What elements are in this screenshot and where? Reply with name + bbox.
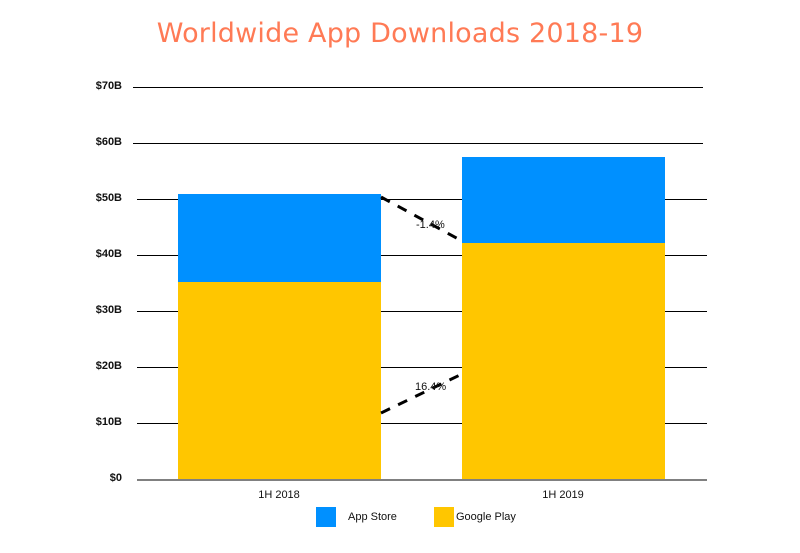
- gridline: [133, 143, 703, 144]
- gridline: [137, 255, 707, 256]
- y-tick-label: $30B: [95, 304, 122, 316]
- legend-label-app-store: App Store: [348, 511, 397, 523]
- bar-app-store-1h-2019: [462, 157, 665, 244]
- app-store-change-label: -1.4%: [416, 219, 445, 231]
- gridline: [133, 87, 703, 88]
- x-label-1h-2019: 1H 2019: [542, 489, 584, 501]
- google-play-change-line: [380, 372, 463, 415]
- y-tick-label: $60B: [95, 136, 122, 148]
- y-tick-label: $10B: [95, 416, 122, 428]
- x-label-1h-2018: 1H 2018: [258, 489, 300, 501]
- bar-app-store-1h-2018: [178, 193, 381, 282]
- gridline: [137, 199, 707, 200]
- y-tick-label: $0: [109, 472, 122, 484]
- y-tick-label: $20B: [95, 360, 122, 372]
- legend-label-google-play: Google Play: [456, 511, 516, 523]
- gridline: [137, 367, 707, 368]
- app-store-change-line: [380, 195, 463, 243]
- y-tick-label: $70B: [95, 80, 122, 92]
- chart-title: Worldwide App Downloads 2018-19: [156, 18, 644, 49]
- gridline: [137, 423, 707, 424]
- google-play-change-label: 16.4%: [415, 381, 447, 393]
- y-tick-label: $40B: [95, 248, 122, 260]
- bar-google-play-1h-2019: [462, 243, 665, 479]
- bar-google-play-1h-2018: [178, 281, 381, 479]
- y-tick-label: $50B: [95, 192, 122, 204]
- gridline: [137, 311, 707, 312]
- legend-swatch-app-store: [316, 507, 336, 527]
- legend-swatch-google-play: [434, 507, 454, 527]
- x-axis-line: [137, 479, 707, 481]
